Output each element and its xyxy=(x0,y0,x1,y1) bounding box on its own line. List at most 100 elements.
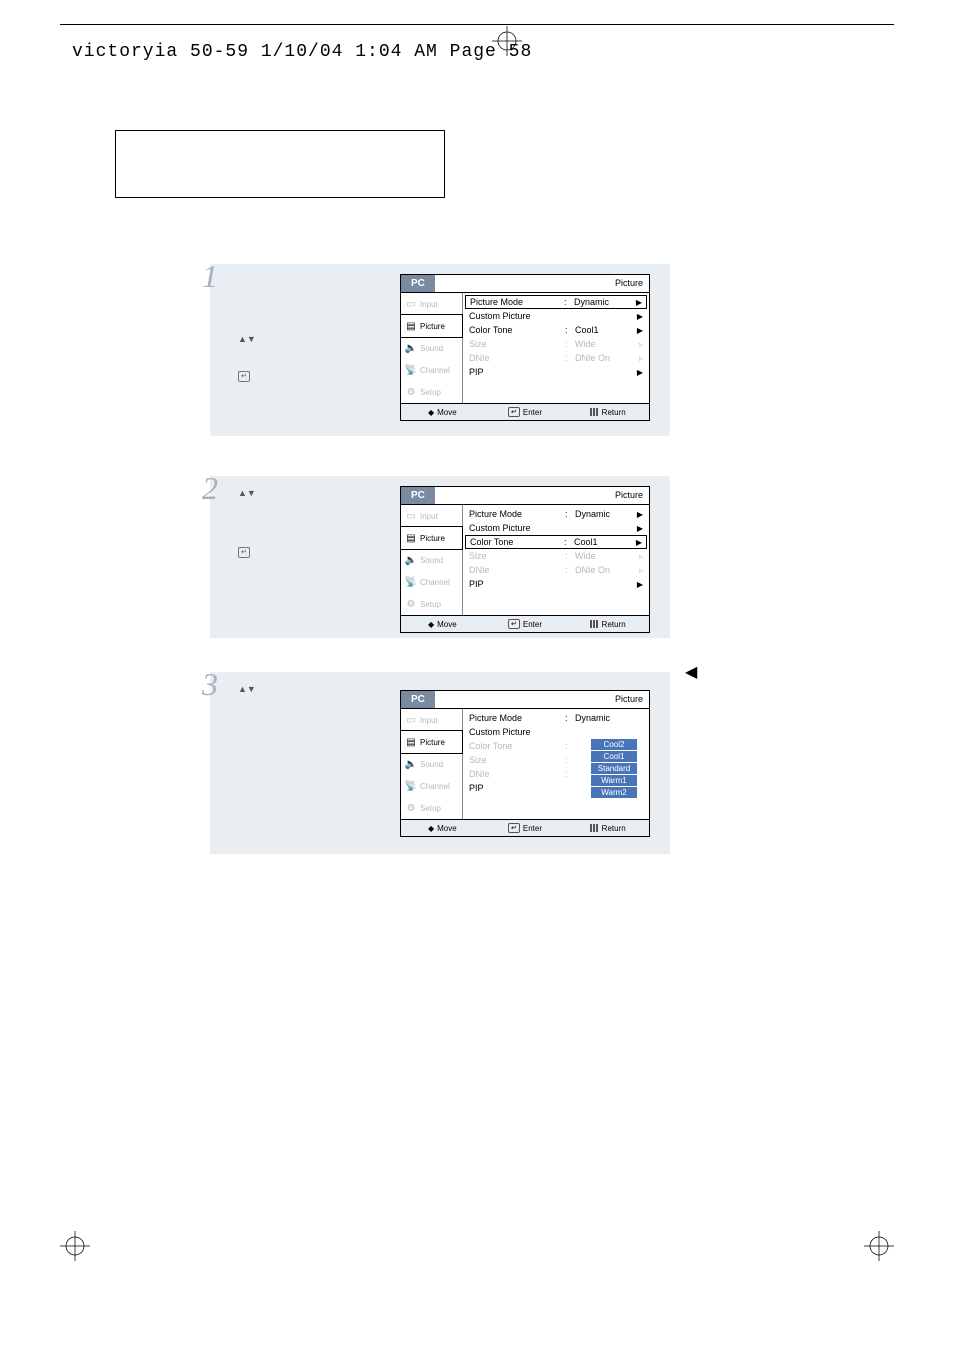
osd-row-pip[interactable]: PIP▶ xyxy=(463,577,649,591)
sidebar-item-picture[interactable]: ▤Picture xyxy=(400,314,463,338)
page-rule xyxy=(60,24,894,25)
osd-row-dnie[interactable]: DNIe:DNIe On▹ xyxy=(463,563,649,577)
step-text: ▲▼ ↵ xyxy=(238,486,388,560)
row-label: Color Tone xyxy=(470,537,564,547)
picture-icon: ▤ xyxy=(405,736,417,748)
osd-footer: ◆Move ↵Enter Return xyxy=(401,819,649,836)
row-value: DNIe On xyxy=(575,565,633,575)
sidebar-item-input[interactable]: ▭Input xyxy=(401,505,462,527)
option-cool2[interactable]: Cool2 xyxy=(591,739,637,750)
setup-icon: ⚙ xyxy=(405,598,417,610)
sidebar-item-label: Channel xyxy=(420,782,450,791)
crop-mark-bl xyxy=(60,1231,90,1261)
osd-row-size[interactable]: Size:Wide▹ xyxy=(463,337,649,351)
step-number: 3 xyxy=(202,666,218,703)
row-value: Wide xyxy=(575,339,633,349)
channel-icon: 📡 xyxy=(405,576,417,588)
sound-icon: 🔈 xyxy=(405,554,417,566)
sidebar-item-label: Picture xyxy=(420,738,445,747)
osd-menu: PC Picture ▭Input ▤Picture 🔈Sound 📡Chann… xyxy=(400,486,650,633)
input-icon: ▭ xyxy=(405,510,417,522)
updown-icon: ◆ xyxy=(428,408,434,417)
channel-icon: 📡 xyxy=(405,780,417,792)
crop-mark-br xyxy=(864,1231,894,1261)
sidebar-item-sound[interactable]: 🔈Sound xyxy=(401,549,462,571)
sidebar-item-label: Channel xyxy=(420,366,450,375)
row-label: Custom Picture xyxy=(469,523,565,533)
sidebar-item-label: Sound xyxy=(420,344,443,353)
row-label: Custom Picture xyxy=(469,727,565,737)
footer-return: Return xyxy=(566,820,649,836)
sidebar-item-channel[interactable]: 📡Channel xyxy=(401,359,462,381)
osd-row-custom-picture[interactable]: Custom Picture▶ xyxy=(463,309,649,323)
row-label: DNIe xyxy=(469,565,565,575)
sidebar-item-input[interactable]: ▭Input xyxy=(401,293,462,315)
option-warm2[interactable]: Warm2 xyxy=(591,787,637,798)
input-icon: ▭ xyxy=(405,714,417,726)
osd-row-picture-mode[interactable]: Picture Mode:Dynamic▶ xyxy=(465,295,647,309)
option-warm1[interactable]: Warm1 xyxy=(591,775,637,786)
sidebar-item-setup[interactable]: ⚙Setup xyxy=(401,593,462,615)
sidebar-item-channel[interactable]: 📡Channel xyxy=(401,571,462,593)
osd-title-tab: PC xyxy=(401,691,435,708)
footer-return: Return xyxy=(566,616,649,632)
return-icon xyxy=(590,620,599,628)
function-title-box xyxy=(115,130,445,198)
footer-move: ◆Move xyxy=(401,404,484,420)
sidebar-item-label: Input xyxy=(420,716,438,725)
osd-row-color-tone[interactable]: Color Tone:Cool1▶ xyxy=(465,535,647,549)
sidebar-item-label: Picture xyxy=(420,534,445,543)
osd-row-pip[interactable]: PIP▶ xyxy=(463,365,649,379)
footer-move: ◆Move xyxy=(401,616,484,632)
step-panel-2: 2 ▲▼ ↵ PC Picture ▭Input ▤Picture 🔈Sound… xyxy=(210,476,670,638)
osd-row-picture-mode[interactable]: Picture Mode:Dynamic▶ xyxy=(463,507,649,521)
row-label: Color Tone xyxy=(469,741,565,751)
option-cool1[interactable]: Cool1 xyxy=(591,751,637,762)
osd-row-custom-picture[interactable]: Custom Picture xyxy=(463,725,649,739)
osd-rows: Picture Mode:Dynamic Custom Picture Colo… xyxy=(463,709,649,819)
return-icon xyxy=(590,408,599,416)
sidebar-item-label: Input xyxy=(420,300,438,309)
sidebar-item-label: Input xyxy=(420,512,438,521)
osd-menu: PC Picture ▭Input ▤Picture 🔈Sound 📡Chann… xyxy=(400,274,650,421)
sidebar-item-picture[interactable]: ▤Picture xyxy=(400,730,463,754)
step-number: 2 xyxy=(202,470,218,507)
step-number: 1 xyxy=(202,258,218,295)
osd-row-size[interactable]: Size:Wide▹ xyxy=(463,549,649,563)
osd-row-color-tone[interactable]: Color Tone:Cool1▶ xyxy=(463,323,649,337)
osd-section-label: Picture xyxy=(435,275,649,292)
sidebar-item-picture[interactable]: ▤Picture xyxy=(400,526,463,550)
row-label: DNIe xyxy=(469,769,565,779)
sidebar-item-label: Setup xyxy=(420,388,441,397)
sound-icon: 🔈 xyxy=(405,342,417,354)
sidebar-item-sound[interactable]: 🔈Sound xyxy=(401,337,462,359)
osd-row-custom-picture[interactable]: Custom Picture▶ xyxy=(463,521,649,535)
osd-menu: PC Picture ▭Input ▤Picture 🔈Sound 📡Chann… xyxy=(400,690,650,837)
page-tag: victoryia 50-59 1/10/04 1:04 AM Page 58 xyxy=(72,42,532,62)
row-value: Wide xyxy=(575,551,633,561)
osd-section-label: Picture xyxy=(435,487,649,504)
osd-row-picture-mode[interactable]: Picture Mode:Dynamic xyxy=(463,711,649,725)
row-value: DNIe On xyxy=(575,353,633,363)
enter-icon: ↵ xyxy=(508,407,520,417)
option-standard[interactable]: Standard xyxy=(591,763,637,774)
row-label: Picture Mode xyxy=(469,509,565,519)
row-value: Dynamic xyxy=(575,713,633,723)
picture-icon: ▤ xyxy=(405,320,417,332)
input-icon: ▭ xyxy=(405,298,417,310)
picture-icon: ▤ xyxy=(405,532,417,544)
sidebar-item-setup[interactable]: ⚙Setup xyxy=(401,381,462,403)
sidebar-item-input[interactable]: ▭Input xyxy=(401,709,462,731)
crop-mark-top xyxy=(492,26,522,56)
footer-return: Return xyxy=(566,404,649,420)
row-label: DNIe xyxy=(469,353,565,363)
osd-row-dnie[interactable]: DNIe:DNIe On▹ xyxy=(463,351,649,365)
row-label: Size xyxy=(469,755,565,765)
sidebar-item-setup[interactable]: ⚙Setup xyxy=(401,797,462,819)
sidebar-item-label: Setup xyxy=(420,600,441,609)
sidebar-item-label: Setup xyxy=(420,804,441,813)
footer-enter: ↵Enter xyxy=(484,820,567,836)
sidebar-item-sound[interactable]: 🔈Sound xyxy=(401,753,462,775)
sidebar-item-channel[interactable]: 📡Channel xyxy=(401,775,462,797)
osd-sidebar: ▭Input ▤Picture 🔈Sound 📡Channel ⚙Setup xyxy=(401,709,463,819)
